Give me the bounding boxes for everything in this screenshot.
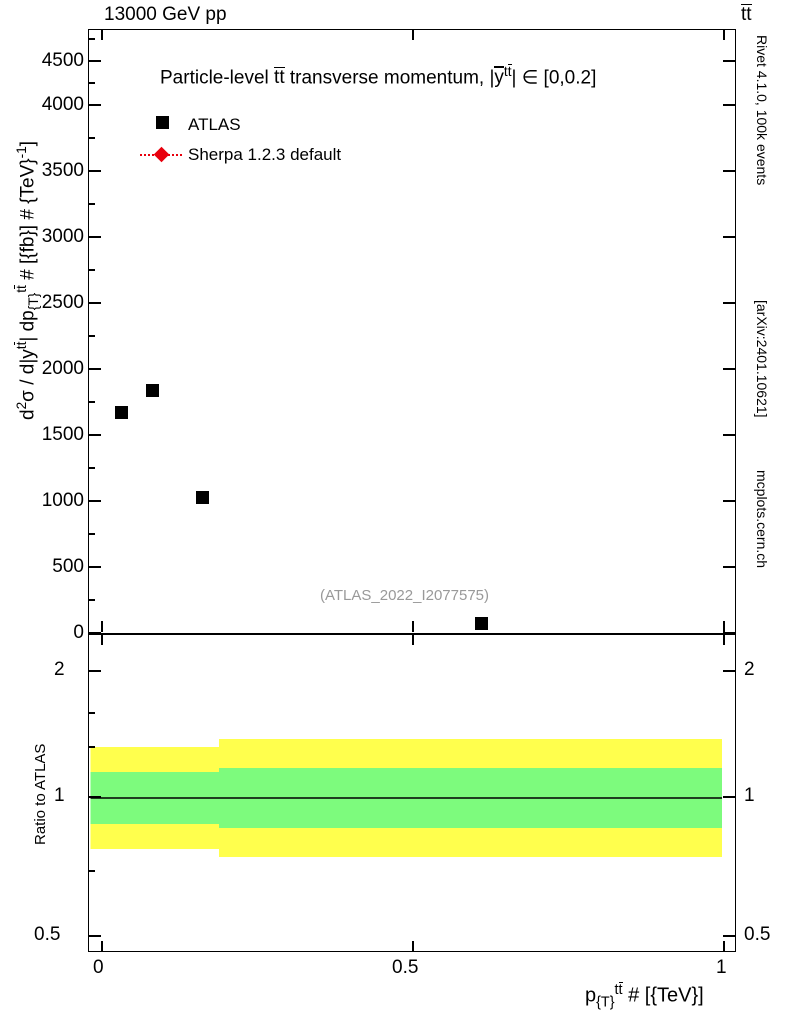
legend-entry-sherpa[interactable]: Sherpa 1.2.3 default <box>140 140 341 170</box>
plot-title: Particle-level tt transverse momentum, |… <box>160 63 597 89</box>
header-left-label: 13000 GeV pp <box>104 4 227 25</box>
data-point <box>146 384 159 397</box>
x-axis-title: p{T}tt # [{TeV}] <box>585 981 704 1011</box>
data-point <box>196 491 209 504</box>
legend-marker-square-icon <box>140 116 184 134</box>
ratio-plot-area <box>88 634 736 952</box>
legend-label-atlas: ATLAS <box>188 115 241 134</box>
header-right-label: tt <box>741 3 752 25</box>
legend-label-sherpa: Sherpa 1.2.3 default <box>188 145 342 164</box>
data-point <box>475 617 488 630</box>
ratio-y-axis-title: Ratio to ATLAS <box>32 743 49 845</box>
side-caption-arxiv: [arXiv:2401.10621] <box>754 300 770 418</box>
analysis-watermark: (ATLAS_2022_I2077575) <box>320 587 490 604</box>
main-plot-area <box>88 29 736 634</box>
legend: ATLAS Sherpa 1.2.3 default <box>140 110 341 170</box>
data-point <box>115 406 128 419</box>
side-caption-rivet: Rivet 4.1.0, 100k events <box>754 35 770 186</box>
legend-entry-atlas[interactable]: ATLAS <box>140 110 341 140</box>
ratio-bands <box>90 739 722 857</box>
legend-marker-diamond-dotted-icon <box>140 140 184 170</box>
side-caption-mcplots: mcplots.cern.ch <box>754 470 770 569</box>
